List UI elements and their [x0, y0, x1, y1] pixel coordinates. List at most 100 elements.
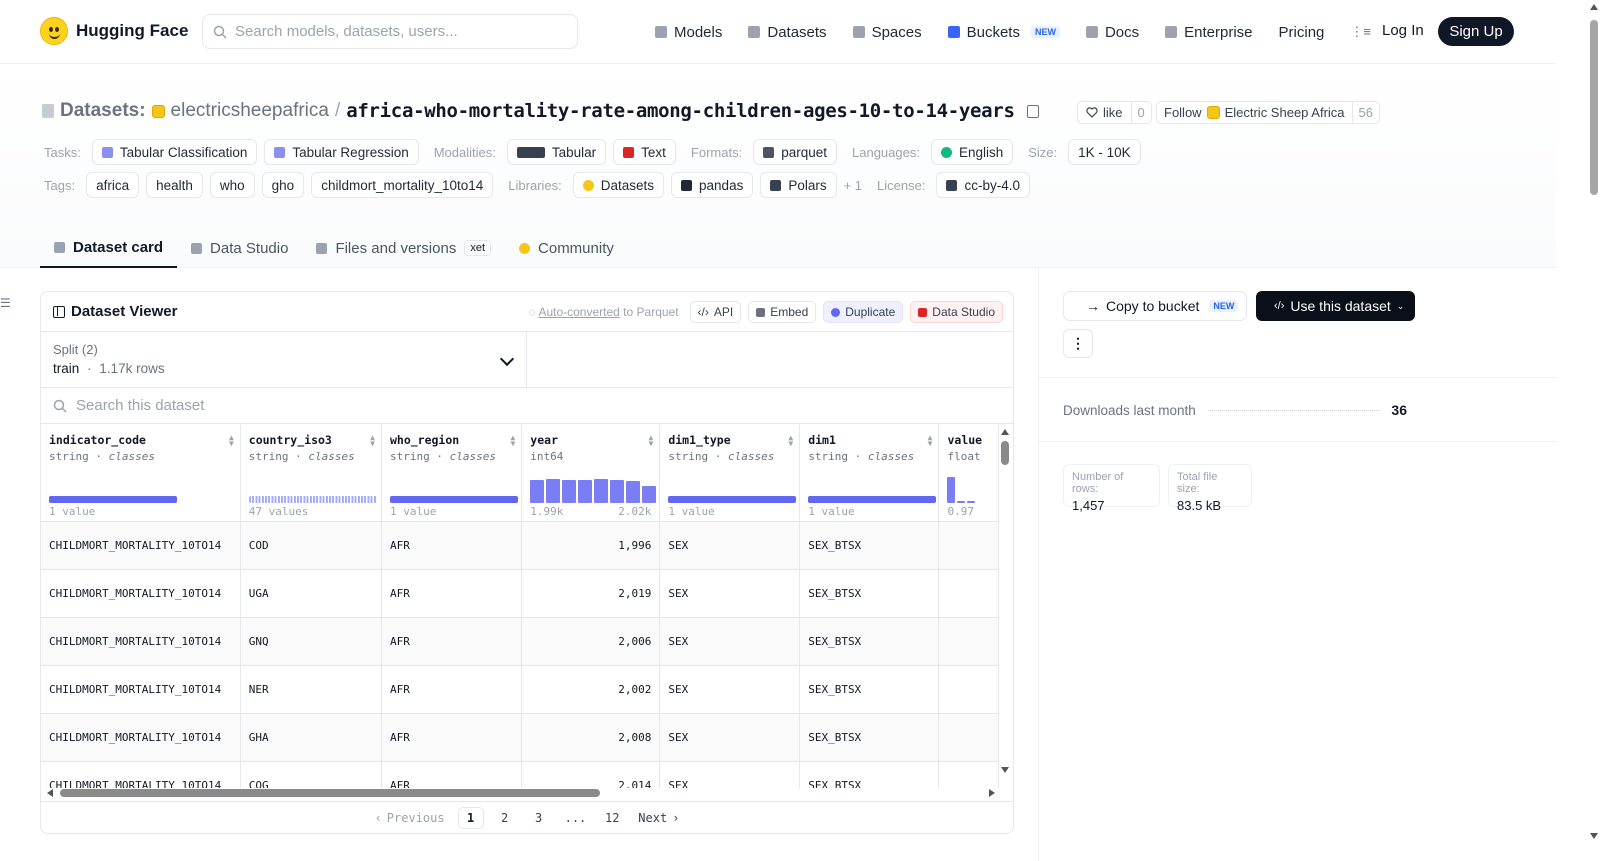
table-cell[interactable]: UGA: [240, 569, 382, 618]
more-options-button[interactable]: ⋮: [1063, 329, 1093, 358]
table-cell[interactable]: GNQ: [240, 617, 382, 666]
table-cell[interactable]: NER: [240, 665, 382, 714]
data-studio-button[interactable]: Data Studio: [910, 301, 1003, 323]
page-button[interactable]: 1: [457, 807, 484, 829]
copy-to-bucket-button[interactable]: → Copy to bucket NEW: [1063, 291, 1247, 321]
table-cell[interactable]: 2,014: [521, 761, 661, 788]
tag-chip[interactable]: gho: [261, 172, 305, 198]
tag-chip[interactable]: childmort_mortality_10to14: [311, 172, 494, 198]
table-row[interactable]: CHILDMORT_MORTALITY_10TO14 COD AFR 1,996 SEX…: [41, 521, 999, 570]
table-cell[interactable]: CHILDMORT_MORTALITY_10TO14: [41, 713, 241, 762]
use-this-dataset-button[interactable]: ‹/› Use this dataset ⌄: [1256, 291, 1415, 321]
nav-models[interactable]: Models: [655, 24, 722, 41]
sort-icon[interactable]: ▲ ▼: [927, 433, 933, 448]
modality-chip[interactable]: Text: [613, 139, 676, 165]
page-scrollbar[interactable]: [1588, 0, 1600, 861]
column-header[interactable]: dim1_type string · classes ▲ ▼ 1 value: [659, 425, 801, 522]
table-horizontal-scrollbar[interactable]: [45, 787, 997, 799]
follow-button[interactable]: Follow Electric Sheep Africa 56: [1156, 101, 1380, 124]
page-button[interactable]: 3: [534, 811, 543, 825]
language-chip[interactable]: English: [930, 139, 1014, 165]
more-menu-icon[interactable]: ⋮≡: [1350, 24, 1371, 39]
embed-button[interactable]: Embed: [748, 301, 817, 323]
global-search[interactable]: [202, 14, 578, 49]
table-cell[interactable]: 2,006: [521, 617, 661, 666]
sort-icon[interactable]: ▲ ▼: [228, 433, 234, 448]
nav-spaces[interactable]: Spaces: [852, 24, 922, 41]
table-row[interactable]: CHILDMORT_MORTALITY_10TO14 GHA AFR 2,008 SEX…: [41, 713, 999, 762]
table-cell[interactable]: SEX: [659, 761, 801, 788]
table-cell[interactable]: [938, 713, 999, 762]
table-cell[interactable]: AFR: [381, 521, 523, 570]
tab-files-and-versions[interactable]: Files and versions xet: [302, 228, 505, 268]
table-cell[interactable]: SEX: [659, 665, 801, 714]
sort-icon[interactable]: ▲ ▼: [648, 433, 654, 448]
table-row[interactable]: CHILDMORT_MORTALITY_10TO14 UGA AFR 2,019 SEX…: [41, 569, 999, 618]
tag-chip[interactable]: africa: [86, 172, 140, 198]
org-link[interactable]: electricsheepafrica: [170, 100, 329, 121]
table-cell[interactable]: SEX_BTSX: [799, 713, 940, 762]
tab-data-studio[interactable]: Data Studio: [177, 228, 302, 268]
table-cell[interactable]: SEX: [659, 617, 801, 666]
table-cell[interactable]: SEX_BTSX: [799, 761, 940, 788]
modality-chip[interactable]: Tabular: [506, 139, 607, 165]
size-chip[interactable]: 1K - 10K: [1068, 139, 1141, 165]
table-row[interactable]: CHILDMORT_MORTALITY_10TO14 COG AFR 2,014 SEX…: [41, 761, 999, 788]
table-cell[interactable]: [938, 665, 999, 714]
table-cell[interactable]: AFR: [381, 665, 523, 714]
table-cell[interactable]: SEX: [659, 713, 801, 762]
nav-docs[interactable]: Docs: [1085, 24, 1139, 41]
table-cell[interactable]: 2,008: [521, 713, 661, 762]
like-button[interactable]: like 0: [1077, 101, 1152, 124]
tag-chip[interactable]: health: [146, 172, 203, 198]
task-chip[interactable]: Tabular Regression: [264, 139, 419, 165]
table-cell[interactable]: COD: [240, 521, 382, 570]
table-row[interactable]: CHILDMORT_MORTALITY_10TO14 GNQ AFR 2,006 SEX…: [41, 617, 999, 666]
copy-icon[interactable]: [1026, 104, 1039, 118]
table-cell[interactable]: 2,002: [521, 665, 661, 714]
next-page-button[interactable]: Next ›: [638, 811, 680, 825]
table-row[interactable]: CHILDMORT_MORTALITY_10TO14 NER AFR 2,002 SEX…: [41, 665, 999, 714]
table-cell[interactable]: SEX: [659, 569, 801, 618]
table-cell[interactable]: AFR: [381, 761, 523, 788]
sidebar-toggle-icon[interactable]: ☰: [0, 296, 11, 310]
library-chip[interactable]: Datasets: [572, 172, 665, 198]
more-libraries[interactable]: + 1: [843, 177, 863, 193]
login-link[interactable]: Log In: [1382, 22, 1424, 39]
task-chip[interactable]: Tabular Classification: [91, 139, 258, 165]
dataset-name-link[interactable]: africa-who-mortality-rate-among-children…: [346, 100, 1015, 122]
table-cell[interactable]: AFR: [381, 713, 523, 762]
signup-button[interactable]: Sign Up: [1438, 17, 1514, 46]
library-chip[interactable]: Polars: [760, 172, 837, 198]
table-cell[interactable]: CHILDMORT_MORTALITY_10TO14: [41, 665, 241, 714]
table-cell[interactable]: SEX: [659, 521, 801, 570]
brand-logo[interactable]: Hugging Face: [40, 17, 188, 45]
table-cell[interactable]: AFR: [381, 569, 523, 618]
table-cell[interactable]: 2,019: [521, 569, 661, 618]
table-vertical-scrollbar[interactable]: [999, 425, 1011, 775]
table-cell[interactable]: CHILDMORT_MORTALITY_10TO14: [41, 761, 241, 788]
table-cell[interactable]: [938, 521, 999, 570]
table-cell[interactable]: CHILDMORT_MORTALITY_10TO14: [41, 521, 241, 570]
table-cell[interactable]: 1,996: [521, 521, 661, 570]
table-cell[interactable]: CHILDMORT_MORTALITY_10TO14: [41, 617, 241, 666]
library-chip[interactable]: pandas: [671, 172, 754, 198]
api-button[interactable]: ‹/› API: [689, 301, 742, 323]
sort-icon[interactable]: ▲ ▼: [788, 433, 794, 448]
format-chip[interactable]: parquet: [753, 139, 837, 165]
table-cell[interactable]: CHILDMORT_MORTALITY_10TO14: [41, 569, 241, 618]
table-cell[interactable]: SEX_BTSX: [799, 665, 940, 714]
dataset-search-input[interactable]: [76, 397, 676, 414]
column-header[interactable]: year int64 ▲ ▼ 1.99k 2.02k: [521, 425, 661, 522]
page-button[interactable]: 12: [605, 811, 620, 825]
column-header[interactable]: indicator_code string · classes ▲ ▼ 1 value: [41, 425, 241, 522]
nav-pricing[interactable]: Pricing: [1279, 24, 1325, 41]
column-header[interactable]: who_region string · classes ▲ ▼ 1 value: [381, 425, 523, 522]
table-cell[interactable]: AFR: [381, 617, 523, 666]
dataset-search[interactable]: [41, 388, 1013, 424]
nav-datasets[interactable]: Datasets: [748, 24, 827, 41]
sort-icon[interactable]: ▲ ▼: [370, 433, 375, 448]
table-cell[interactable]: SEX_BTSX: [799, 617, 940, 666]
column-header[interactable]: dim1 string · classes ▲ ▼ 1 value: [799, 425, 940, 522]
tag-chip[interactable]: who: [209, 172, 255, 198]
